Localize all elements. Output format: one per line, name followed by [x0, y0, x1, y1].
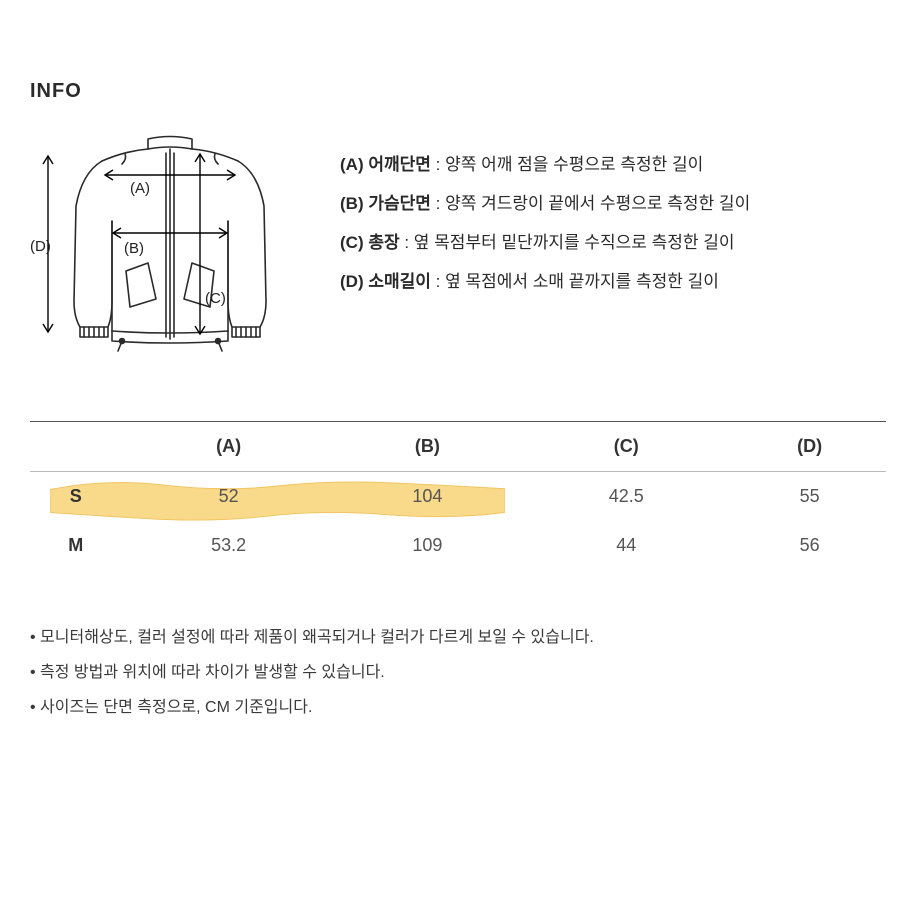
note-line: 모니터해상도, 컬러 설정에 따라 제품이 왜곡되거나 컬러가 다르게 보일 수… — [30, 620, 886, 655]
measurement-legend: (A) 어깨단면 : 양쪽 어깨 점을 수평으로 측정한 길이 (B) 가슴단면… — [340, 131, 886, 301]
legend-line: (B) 가슴단면 : 양쪽 겨드랑이 끝에서 수평으로 측정한 길이 — [340, 184, 886, 223]
size-row-s: S 52 104 42.5 55 — [30, 472, 886, 522]
size-cell: 52 — [122, 472, 336, 522]
size-col-b: (B) — [336, 422, 520, 472]
size-col-a: (A) — [122, 422, 336, 472]
info-top-row: (D) — [30, 131, 886, 361]
size-cell: 56 — [733, 521, 886, 570]
size-label: M — [30, 521, 122, 570]
section-title: INFO — [30, 80, 886, 103]
size-table-wrap: (A) (B) (C) (D) S 52 104 42.5 55 M 53.2 … — [30, 421, 886, 570]
legend-line: (C) 총장 : 옆 목점부터 밑단까지를 수직으로 측정한 길이 — [340, 223, 886, 262]
legend-line: (A) 어깨단면 : 양쪽 어깨 점을 수평으로 측정한 길이 — [340, 145, 886, 184]
size-cell: 42.5 — [519, 472, 733, 522]
legend-line: (D) 소매길이 : 옆 목점에서 소매 끝까지를 측정한 길이 — [340, 262, 886, 301]
size-label: S — [30, 472, 122, 522]
size-cell: 44 — [519, 521, 733, 570]
note-line: 사이즈는 단면 측정으로, CM 기준입니다. — [30, 690, 886, 725]
size-cell: 55 — [733, 472, 886, 522]
diagram-label-d: (D) — [30, 238, 51, 255]
size-table: (A) (B) (C) (D) S 52 104 42.5 55 M 53.2 … — [30, 421, 886, 570]
diagram-label-a: (A) — [130, 180, 150, 197]
size-table-header-row: (A) (B) (C) (D) — [30, 422, 886, 472]
size-cell: 109 — [336, 521, 520, 570]
size-cell: 53.2 — [122, 521, 336, 570]
jacket-svg: (D) — [30, 131, 300, 361]
footnotes: 모니터해상도, 컬러 설정에 따라 제품이 왜곡되거나 컬러가 다르게 보일 수… — [30, 620, 886, 726]
size-col-c: (C) — [519, 422, 733, 472]
size-row-m: M 53.2 109 44 56 — [30, 521, 886, 570]
diagram-label-b: (B) — [124, 240, 144, 257]
note-line: 측정 방법과 위치에 따라 차이가 발생할 수 있습니다. — [30, 655, 886, 690]
size-col-blank — [30, 422, 122, 472]
jacket-diagram: (D) — [30, 131, 300, 361]
size-cell: 104 — [336, 472, 520, 522]
size-col-d: (D) — [733, 422, 886, 472]
diagram-label-c: (C) — [205, 290, 226, 307]
